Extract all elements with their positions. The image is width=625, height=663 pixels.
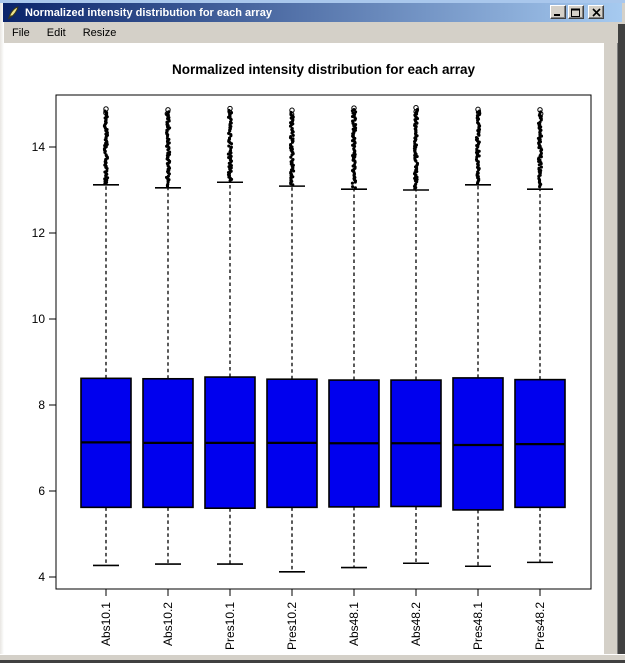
plot-frame	[55, 94, 592, 590]
outlier-points	[536, 107, 544, 189]
maximize-icon	[571, 8, 580, 17]
x-tick-label: Abs48.2	[409, 602, 423, 646]
menu-file[interactable]: File	[12, 26, 30, 39]
x-tick-label: Pres10.2	[285, 602, 299, 650]
x-tick-label: Abs48.1	[347, 602, 361, 646]
outlier-points	[288, 107, 296, 187]
outlier-points	[412, 104, 420, 191]
boxplot-Abs48.2	[390, 104, 442, 565]
close-button[interactable]	[588, 5, 604, 19]
minimize-button[interactable]	[550, 5, 566, 19]
quill-feather-icon	[7, 5, 19, 19]
y-tick-label: 12	[32, 226, 46, 240]
x-tick-label: Pres10.1	[223, 602, 237, 650]
close-icon	[591, 7, 601, 17]
window-border-top	[0, 0, 625, 3]
window-border-right[interactable]	[603, 22, 618, 655]
maximize-button[interactable]	[568, 5, 584, 19]
x-tick-label: Pres48.1	[471, 602, 485, 650]
boxplot-Pres48.1	[452, 106, 504, 568]
window-border-right-shadow	[618, 24, 625, 663]
x-tick-label: Abs10.2	[161, 602, 175, 646]
x-tick-label: Abs10.1	[99, 602, 113, 646]
boxplot-figure: Normalized intensity distribution for ea…	[32, 62, 592, 650]
y-tick-label: 14	[32, 140, 46, 154]
window-border-bottom-shadow	[0, 660, 625, 663]
outlier-points	[164, 107, 172, 189]
window-border-bottom[interactable]	[0, 654, 625, 660]
menu-bar: File Edit Resize	[4, 22, 618, 43]
boxplot-Abs48.1	[328, 105, 380, 569]
y-tick-label: 6	[38, 484, 45, 498]
y-tick-label: 4	[38, 570, 45, 584]
chart-title: Normalized intensity distribution for ea…	[172, 62, 476, 77]
boxplot-Pres10.1	[204, 105, 256, 565]
menu-resize[interactable]: Resize	[82, 26, 117, 39]
minimize-icon	[554, 13, 560, 16]
outlier-points	[350, 105, 358, 190]
y-axis: 4 6 8 10 12 14	[32, 140, 56, 584]
outlier-points	[102, 106, 110, 186]
outlier-points	[474, 106, 482, 186]
boxplot-Abs10.1	[80, 106, 132, 567]
plot-canvas: Normalized intensity distribution for ea…	[4, 43, 603, 654]
boxplot-Pres48.2	[514, 107, 566, 564]
window-title: Normalized intensity distribution for ea…	[25, 6, 272, 19]
boxplot-Abs10.2	[142, 107, 194, 565]
boxplot-Pres10.2	[266, 107, 318, 573]
window-border-left	[0, 3, 4, 663]
y-tick-label: 10	[32, 312, 46, 326]
outlier-points	[226, 105, 234, 183]
y-tick-label: 8	[38, 398, 45, 412]
x-tick-label: Pres48.2	[533, 602, 547, 650]
menu-edit[interactable]: Edit	[46, 26, 66, 39]
x-axis: Abs10.1 Abs10.2 Pres10.1 Pres10.2 Abs48.1 Abs…	[99, 589, 547, 650]
title-bar[interactable]: Normalized intensity distribution for ea…	[3, 3, 622, 22]
